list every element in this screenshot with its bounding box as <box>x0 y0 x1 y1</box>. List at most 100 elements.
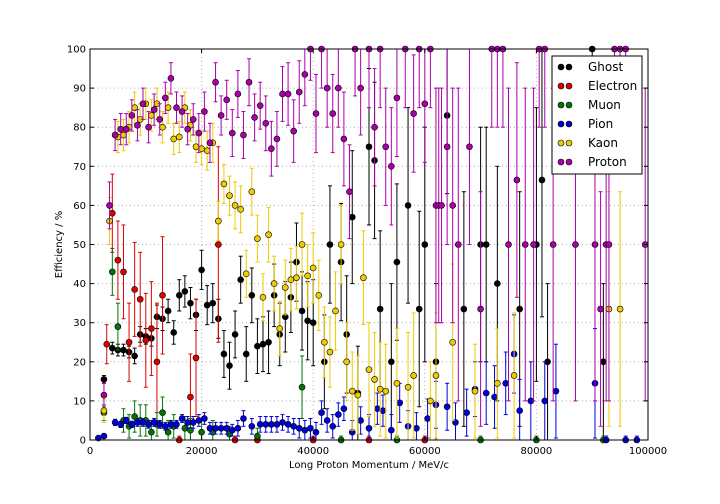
data-point <box>415 305 423 313</box>
y-axis-label: Efficiency / % <box>54 211 65 278</box>
legend-marker <box>557 63 565 71</box>
data-point <box>494 280 501 287</box>
legend-marker <box>565 158 573 166</box>
data-point <box>106 202 113 209</box>
data-point <box>159 292 166 299</box>
data-point <box>494 380 501 387</box>
data-point <box>424 415 431 422</box>
data-point <box>477 305 484 313</box>
y-tick-label: 60 <box>73 201 86 212</box>
data-point <box>365 143 373 151</box>
legend-marker <box>565 82 573 90</box>
data-point <box>482 241 490 248</box>
data-point <box>279 419 286 426</box>
data-point <box>357 84 364 92</box>
data-point <box>538 176 546 184</box>
data-point <box>312 110 320 117</box>
data-point <box>482 389 490 397</box>
data-point <box>153 358 161 366</box>
y-tick-label: 10 <box>73 396 86 407</box>
data-point <box>354 391 362 399</box>
data-point <box>309 319 317 327</box>
data-point <box>128 421 136 428</box>
series-proton <box>100 45 649 427</box>
data-point <box>131 286 138 293</box>
data-point <box>471 387 479 395</box>
data-point <box>290 423 297 430</box>
data-point <box>374 405 381 413</box>
data-point <box>220 350 228 358</box>
data-point <box>240 131 247 139</box>
data-point <box>206 424 214 432</box>
data-point <box>270 280 278 287</box>
data-point <box>326 241 334 248</box>
data-point <box>173 421 180 428</box>
data-point <box>376 305 384 313</box>
data-point <box>284 90 292 98</box>
data-point <box>178 108 186 115</box>
data-point <box>365 366 373 373</box>
data-point <box>240 415 247 422</box>
data-point <box>393 94 401 102</box>
data-point <box>516 407 523 414</box>
data-point <box>343 358 350 366</box>
data-point <box>307 424 314 432</box>
data-point <box>134 121 141 129</box>
data-point <box>379 407 387 414</box>
data-point <box>273 135 281 143</box>
data-point <box>315 292 323 299</box>
data-point <box>209 299 217 307</box>
data-point <box>323 417 331 424</box>
data-point <box>111 419 119 426</box>
y-tick-label: 50 <box>73 240 86 251</box>
data-point <box>616 305 624 313</box>
data-point <box>100 376 108 383</box>
data-point <box>251 114 258 121</box>
data-point <box>337 241 345 248</box>
data-point <box>591 241 599 248</box>
data-point <box>217 112 225 119</box>
data-point <box>156 116 164 123</box>
data-point <box>245 78 253 86</box>
data-point <box>111 131 119 139</box>
data-point <box>201 108 208 115</box>
data-point <box>348 213 356 221</box>
data-point <box>505 241 512 248</box>
data-point <box>195 417 203 424</box>
data-point <box>181 288 189 295</box>
data-point <box>360 274 367 282</box>
data-point <box>460 305 468 313</box>
data-point <box>268 421 275 428</box>
data-point <box>248 423 256 430</box>
data-point <box>128 112 136 119</box>
data-point <box>552 387 560 395</box>
data-point <box>382 387 390 395</box>
data-point <box>298 307 306 315</box>
data-point <box>114 256 122 264</box>
data-point <box>301 71 309 78</box>
legend-entry-pion: Pion <box>588 117 613 131</box>
data-point <box>162 94 169 102</box>
data-point <box>295 424 303 432</box>
data-point <box>491 393 498 401</box>
data-point <box>295 88 303 96</box>
data-point <box>226 192 233 199</box>
data-point <box>117 421 124 428</box>
data-point <box>290 127 297 135</box>
data-point <box>150 106 158 113</box>
y-tick-label: 90 <box>73 84 86 95</box>
legend-marker <box>557 120 565 128</box>
y-tick-label: 0 <box>80 436 86 447</box>
data-point <box>217 424 225 432</box>
data-point <box>329 110 337 117</box>
data-point <box>178 415 186 422</box>
data-point <box>148 325 155 332</box>
data-point <box>187 299 194 307</box>
data-point <box>195 129 203 137</box>
legend-box <box>551 55 643 175</box>
data-point <box>549 241 557 248</box>
data-point <box>382 143 390 151</box>
data-point <box>281 284 289 291</box>
data-point <box>256 421 264 428</box>
data-point <box>145 123 152 131</box>
